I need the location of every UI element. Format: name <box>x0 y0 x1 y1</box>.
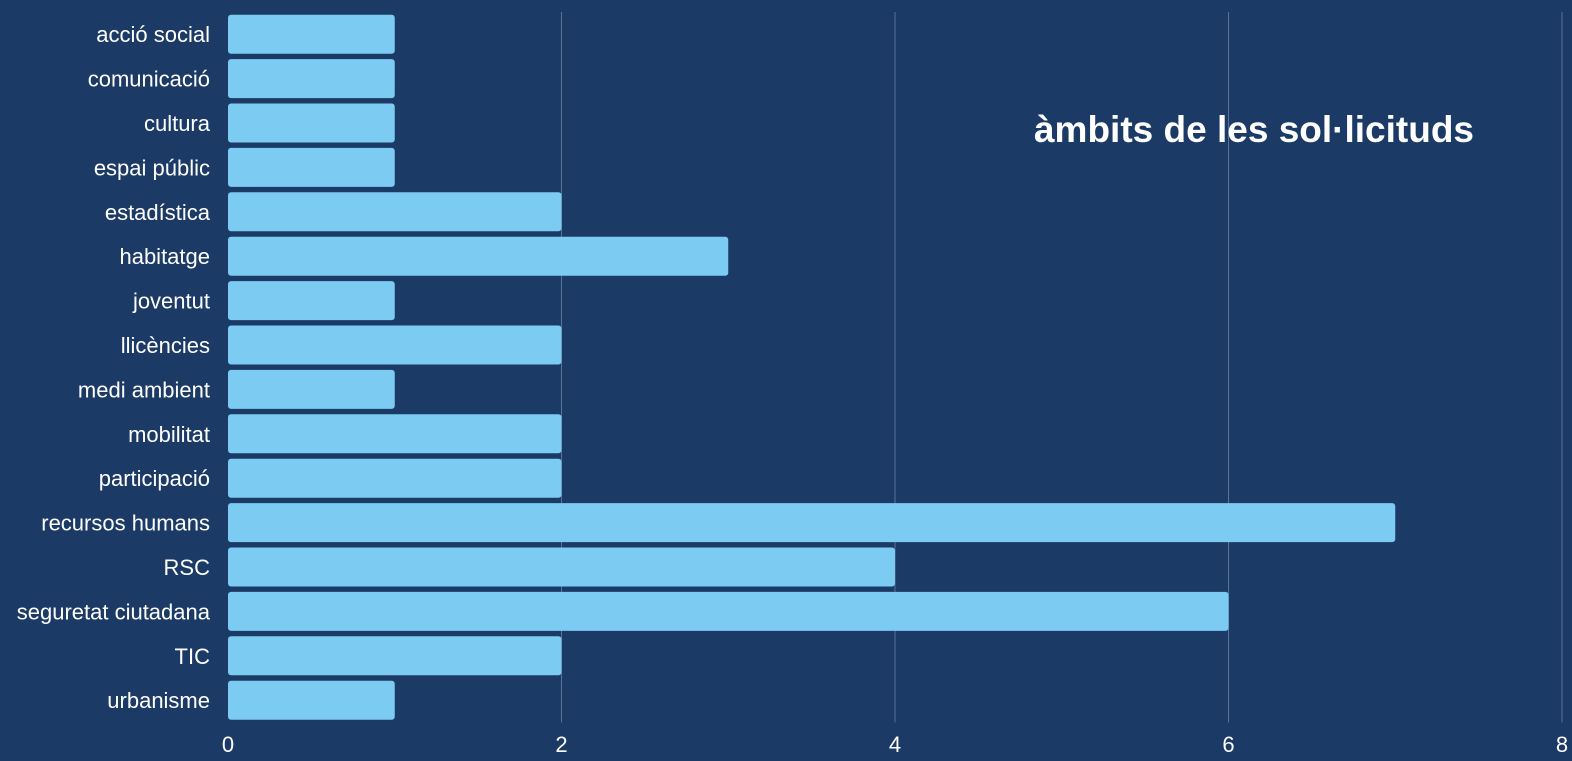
bar-15 <box>228 680 395 720</box>
category-label: espai públic <box>94 155 210 180</box>
category-label: estadística <box>105 200 211 225</box>
category-label: acció social <box>96 22 210 47</box>
bar-7 <box>228 325 562 365</box>
category-label: habitatge <box>119 244 210 269</box>
bar-8 <box>228 369 395 409</box>
bar-11 <box>228 503 1396 543</box>
bar-3 <box>228 147 395 187</box>
category-label: joventut <box>132 289 210 314</box>
chart-title: àmbits de les sol·licituds <box>1034 109 1474 150</box>
bar-2 <box>228 103 395 143</box>
category-label: participació <box>99 466 210 491</box>
category-label: urbanisme <box>107 688 210 713</box>
category-label: RSC <box>164 555 211 580</box>
bar-10 <box>228 458 562 498</box>
bar-6 <box>228 281 395 321</box>
bar-1 <box>228 59 395 99</box>
category-label: TIC <box>175 644 211 669</box>
x-tick-label: 4 <box>889 732 901 757</box>
x-tick-label: 8 <box>1556 732 1568 757</box>
bar-9 <box>228 414 562 454</box>
bar-13 <box>228 591 1229 631</box>
category-labels: acció social comunicació cultura espai públ… <box>17 22 211 713</box>
x-axis-ticks: 0 2 4 6 8 <box>222 732 1568 757</box>
x-tick-label: 6 <box>1222 732 1234 757</box>
category-label: mobilitat <box>128 422 210 447</box>
bar-14 <box>228 636 562 676</box>
bar-4 <box>228 192 562 232</box>
bar-0 <box>228 14 395 54</box>
category-label: medi ambient <box>78 377 210 402</box>
category-label: seguretat ciutadana <box>17 599 211 624</box>
category-label: comunicació <box>88 67 210 92</box>
bars <box>228 14 1396 720</box>
bar-5 <box>228 236 729 276</box>
bar-12 <box>228 547 895 587</box>
category-label: recursos humans <box>41 511 210 536</box>
category-label: cultura <box>144 111 211 136</box>
category-label: llicències <box>121 333 210 358</box>
x-tick-label: 2 <box>555 732 567 757</box>
x-tick-label: 0 <box>222 732 234 757</box>
